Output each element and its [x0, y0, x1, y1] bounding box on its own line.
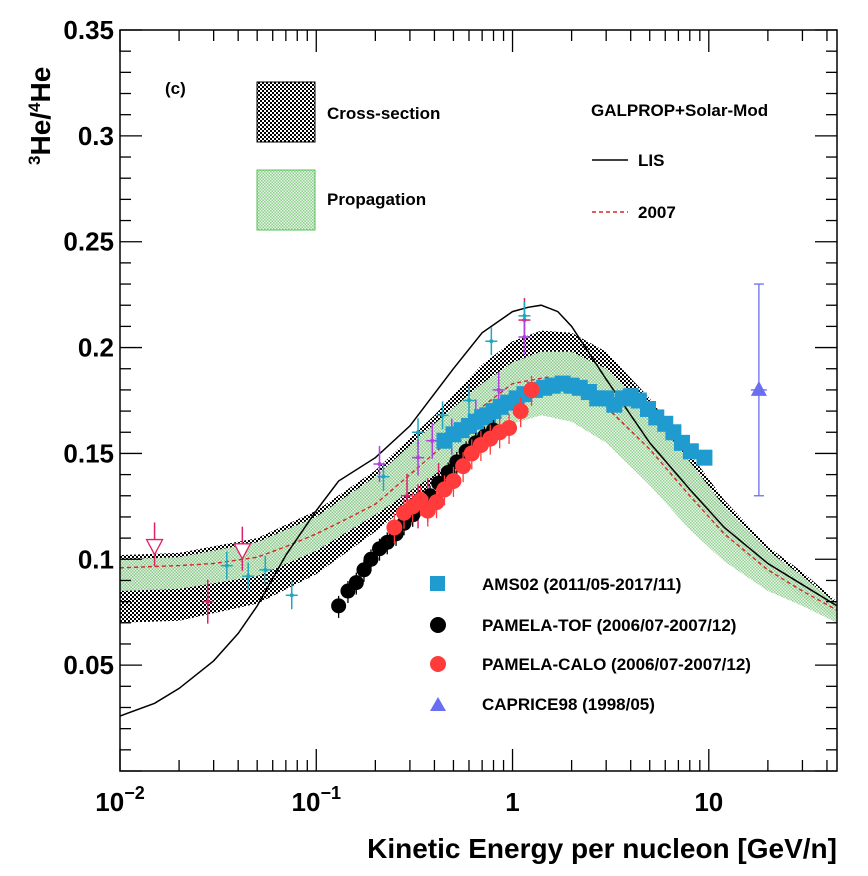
y-axis-title: 3He/4He — [25, 67, 56, 165]
pamela-calo-point — [386, 519, 403, 536]
pamela-calo-point — [428, 494, 445, 511]
pamela-tof-point — [363, 551, 379, 567]
cyan-point-dot — [522, 313, 527, 318]
y-tick-label: 0.05 — [63, 650, 114, 680]
legend-pamela-tof-marker — [430, 617, 446, 633]
cyan-point — [220, 551, 233, 580]
magenta-point — [201, 579, 214, 624]
pamela-tof-point — [356, 562, 372, 578]
purple-point — [412, 439, 425, 476]
uncertainty-bands — [120, 330, 837, 623]
caprice98-point — [750, 380, 767, 396]
pamela-tof-point — [348, 575, 364, 591]
magenta-point-dot — [405, 493, 410, 498]
legend-propagation-label: Propagation — [327, 190, 426, 209]
cyan-point-dot — [224, 563, 229, 568]
y-tick-label: 0.1 — [78, 544, 114, 574]
legend-pamela-calo-label: PAMELA-CALO (2006/07-2007/12) — [482, 655, 751, 674]
y-tick-label: 0.25 — [63, 227, 114, 257]
y-tick-label: 0.3 — [78, 121, 114, 151]
cyan-point-dot — [440, 413, 445, 418]
model-lines — [120, 304, 837, 717]
y-tick-label: 0.35 — [63, 15, 114, 45]
purple-point-dot — [430, 438, 435, 443]
purple-point-dot — [496, 387, 501, 392]
legend-pamela-calo-marker — [430, 656, 446, 672]
pamela-calo-point — [501, 420, 518, 437]
purple-point-dot — [522, 334, 527, 339]
legend-pamela-tof-label: PAMELA-TOF (2006/07-2007/12) — [482, 616, 736, 635]
cyan-point-dot — [416, 430, 421, 435]
purple-point — [373, 446, 386, 483]
pamela-calo-point — [455, 458, 472, 475]
x-tick-label: 10−1 — [292, 783, 341, 817]
legend-cross-section-label: Cross-section — [327, 104, 440, 123]
model-legend-title: GALPROP+Solar-Mod — [591, 101, 768, 120]
purple-point — [426, 422, 439, 459]
open-triangle-point — [233, 543, 252, 561]
x-tick-label: 10 — [694, 787, 723, 817]
legend-ams02-label: AMS02 (2011/05-2017/11) — [482, 575, 681, 594]
data-points — [145, 283, 767, 624]
cyan-point-dot — [246, 574, 251, 579]
open-triangle-point — [145, 538, 164, 556]
cyan-point-dot — [263, 567, 268, 572]
x-axis-title: Kinetic Energy per nucleon [GeV/n] — [367, 833, 837, 864]
pamela-calo-point — [512, 403, 529, 420]
cyan-point-dot — [381, 474, 386, 479]
pamela-calo-point — [523, 381, 540, 398]
y-tick-label: 0.2 — [78, 333, 114, 363]
plot-frame — [119, 29, 838, 772]
lis-line — [120, 304, 837, 717]
legend-lis-label: LIS — [638, 151, 664, 170]
cyan-point — [285, 581, 298, 610]
cyan-point-dot — [466, 398, 471, 403]
axes: 0.05 0.1 0.15 0.2 0.25 0.3 0.35 10−2 10−1 1 10 — [63, 15, 838, 817]
legend-2007-label: 2007 — [638, 203, 676, 222]
purple-point — [518, 318, 531, 355]
cyan-point — [242, 562, 255, 591]
x-tick-label: 1 — [505, 787, 519, 817]
x-tick-label: 10−2 — [95, 783, 144, 817]
pamela-tof-point — [331, 598, 347, 614]
legend-cross-section-swatch — [256, 81, 316, 143]
pamela-calo-point — [445, 472, 462, 489]
cyan-point — [259, 555, 272, 584]
legend-caprice98-marker — [430, 697, 446, 711]
cyan-point — [436, 401, 449, 430]
y-tick-label: 0.15 — [63, 438, 114, 468]
magenta-point-dot — [205, 599, 210, 604]
legend-caprice98-label: CAPRICE98 (1998/05) — [482, 695, 655, 714]
legend-ams02-marker — [430, 576, 445, 591]
panel-label: (c) — [165, 79, 186, 98]
purple-point-dot — [416, 455, 421, 460]
cyan-point-dot — [289, 593, 294, 598]
cyan-point-dot — [489, 339, 494, 344]
legend-propagation-swatch — [256, 169, 316, 231]
mod2007-line — [120, 376, 837, 611]
purple-point-dot — [377, 462, 382, 467]
propagation-band — [120, 351, 837, 623]
cyan-point — [485, 327, 498, 356]
ams02-point — [696, 449, 713, 466]
cyan-point — [462, 386, 475, 415]
ams02-point — [682, 443, 699, 460]
